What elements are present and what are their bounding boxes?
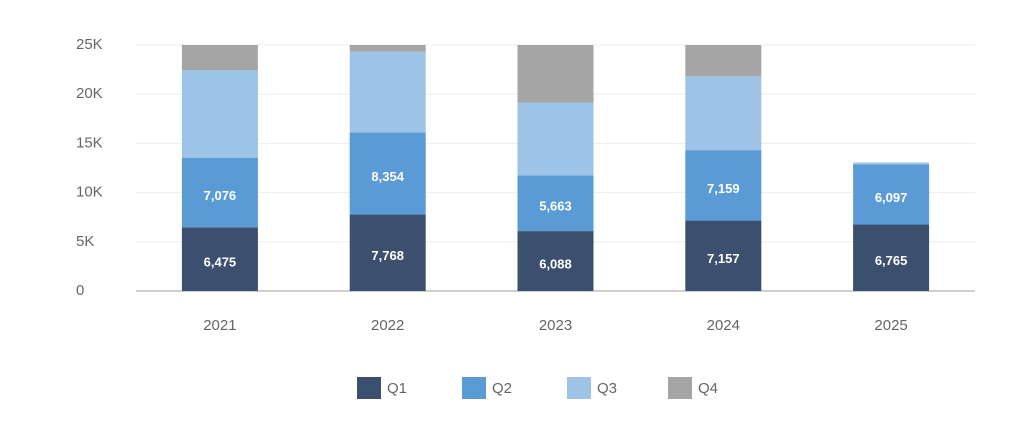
value-label: 6,475 (204, 255, 237, 270)
bar-segment (685, 76, 762, 151)
y-tick-label: 25K (76, 36, 103, 53)
legend-label: Q3 (597, 380, 617, 397)
legend-swatch (668, 377, 692, 399)
bar-segment (853, 224, 930, 291)
x-tick-label: 2022 (371, 317, 404, 334)
x-tick-label: 2023 (539, 317, 572, 334)
bar-segment (517, 231, 594, 291)
legend-label: Q4 (698, 380, 718, 397)
y-tick-label: 0 (76, 282, 84, 299)
bar-segment (181, 45, 258, 71)
bars (181, 45, 930, 291)
bar-segment (349, 51, 426, 133)
bar-segment (853, 164, 930, 225)
labels: 0 5K 10K 15K 20K 25K 2021 6,475 7,076 2022 7,768 8,… (76, 36, 908, 399)
value-label: 7,768 (371, 248, 404, 263)
x-tick-label: 2025 (874, 317, 907, 334)
bar-segment (181, 157, 258, 228)
legend-label: Q1 (387, 380, 407, 397)
bar-segment (685, 220, 762, 291)
value-label: 7,159 (707, 181, 740, 196)
y-tick-label: 15K (76, 134, 103, 151)
y-tick-label: 5K (76, 233, 94, 250)
value-label: 5,663 (539, 199, 572, 214)
bar-segment (685, 45, 762, 77)
value-label: 7,157 (707, 251, 740, 266)
bar-segment (349, 132, 426, 215)
bar-segment (517, 175, 594, 232)
x-tick-label: 2021 (203, 317, 236, 334)
bar-segment (517, 45, 594, 103)
value-label: 6,097 (875, 190, 908, 205)
legend-swatch (357, 377, 381, 399)
legend-swatch (567, 377, 591, 399)
legend-swatch (462, 377, 486, 399)
bar-segment (853, 162, 930, 165)
y-tick-label: 10K (76, 184, 103, 201)
value-label: 7,076 (204, 188, 237, 203)
value-label: 8,354 (371, 169, 404, 184)
y-tick-label: 20K (76, 85, 103, 102)
value-label: 6,088 (539, 256, 572, 271)
bar-segment (181, 227, 258, 291)
value-label: 6,765 (875, 253, 908, 268)
bar-segment (181, 70, 258, 158)
bar-segment (349, 45, 426, 52)
bar-segment (349, 214, 426, 291)
bar-segment (685, 150, 762, 221)
legend-label: Q2 (492, 380, 512, 397)
bar-segment (517, 102, 594, 176)
x-tick-label: 2024 (707, 317, 740, 334)
